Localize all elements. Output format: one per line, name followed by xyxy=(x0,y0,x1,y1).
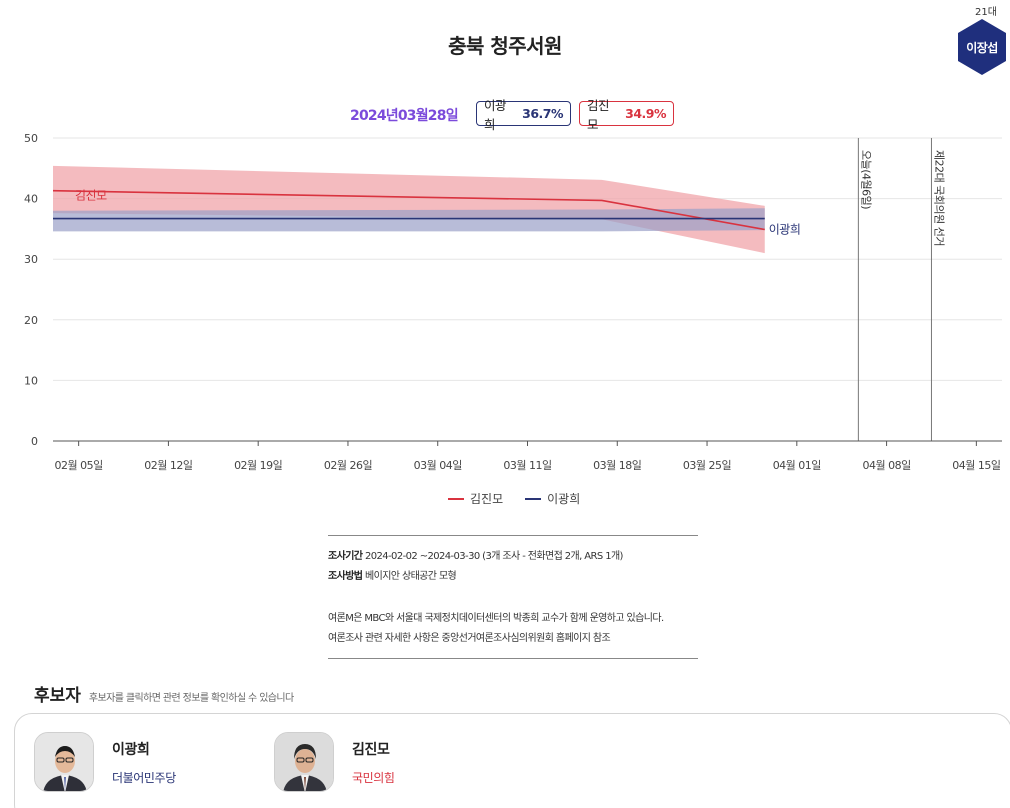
candidate-party-lee: 더불어민주당 xyxy=(112,770,176,785)
series-line-kim xyxy=(52,189,765,231)
candidate-photo-kim xyxy=(274,732,334,792)
survey-info: 조사기간 2024-02-02 ~2024-03-30 (3개 조사 - 전화면… xyxy=(328,535,698,659)
survey-note-1: 여론M은 MBC와 서울대 국제정치데이터센터의 박종희 교수가 함께 운영하고… xyxy=(328,613,664,624)
x-tick-label: 04월 08일 xyxy=(862,458,911,472)
legend-item-lee[interactable]: 이광희 xyxy=(525,490,580,507)
y-tick-label: 30 xyxy=(24,253,38,266)
kim-summary-pct: 34.9% xyxy=(625,106,666,121)
legend-item-kim[interactable]: 김진모 xyxy=(448,490,503,507)
confidence-band-kim xyxy=(53,165,765,254)
candidate-party-kim: 국민의힘 xyxy=(352,770,395,785)
candidate-info-kim: 김진모 국민의힘 xyxy=(352,739,395,786)
candidate-name-lee: 이광희 xyxy=(112,741,150,758)
today-annotation-label: 오늘(4월6일) xyxy=(859,150,873,209)
x-tick-label: 03월 11일 xyxy=(503,458,552,472)
candidate-photo-lee xyxy=(34,732,94,792)
page-title: 충북 청주서원 xyxy=(448,34,562,58)
y-tick-label: 10 xyxy=(24,374,38,387)
x-tick-label: 02월 12일 xyxy=(144,458,193,472)
confidence-band-lee xyxy=(53,208,765,232)
kim-summary-pill: 김진모 34.9% xyxy=(579,98,674,132)
x-tick-label: 04월 01일 xyxy=(773,458,822,472)
x-tick-label: 02월 19일 xyxy=(234,458,283,472)
survey-period-label: 조사기간 xyxy=(328,551,363,562)
series-label-kim: 김진모 xyxy=(75,189,107,203)
series-label-lee: 이광희 xyxy=(769,223,801,237)
y-tick-label: 20 xyxy=(24,314,38,327)
lee-summary-pill: 이광희 36.7% xyxy=(476,98,571,132)
poll-trend-chart[interactable]: 오늘(4월6일) 제22대 국회의원 선거 0 10 20 30 40 50 02월 05일 0… xyxy=(0,128,1010,480)
candidate-name-kim: 김진모 xyxy=(352,741,390,758)
y-tick-label: 40 xyxy=(24,193,38,206)
survey-period: 조사기간 2024-02-02 ~2024-03-30 (3개 조사 - 전화면… xyxy=(328,547,698,567)
legend-swatch-lee xyxy=(525,497,542,500)
x-tick-label: 03월 25일 xyxy=(683,458,732,472)
candidates-title: 후보자 xyxy=(34,686,81,706)
candidates-hint: 후보자를 클릭하면 관련 정보를 확인하실 수 있습니다 xyxy=(88,693,294,704)
x-tick-label: 04월 15일 xyxy=(952,458,1001,472)
candidates-panel: 이광희 더불어민주당 김진모 국민의힘 xyxy=(14,713,1010,808)
survey-method-value: 베이지안 상태공간 모형 xyxy=(365,571,457,582)
survey-note-2: 여론조사 관련 자세한 사항은 중앙선거여론조사심의위원회 홈페이지 참조 xyxy=(328,633,611,644)
poll-date: 2024년03월28일 xyxy=(350,108,459,124)
candidate-card-kim[interactable]: 김진모 국민의힘 xyxy=(274,732,395,792)
legend-label-kim: 김진모 xyxy=(470,492,504,506)
incumbent-badge[interactable]: 이장섭 xyxy=(958,19,1006,75)
lee-summary-pct: 36.7% xyxy=(522,106,563,121)
x-tick-label: 02월 26일 xyxy=(324,458,373,472)
x-tick-label: 02월 05일 xyxy=(55,458,104,472)
kim-summary-name: 김진모 xyxy=(587,97,610,132)
candidate-card-lee[interactable]: 이광희 더불어민주당 xyxy=(34,732,176,792)
legend-label-lee: 이광희 xyxy=(547,492,581,506)
survey-method-label: 조사방법 xyxy=(328,571,363,582)
y-tick-label: 0 xyxy=(31,435,38,448)
candidate-info-lee: 이광희 더불어민주당 xyxy=(112,739,176,786)
legend-swatch-kim xyxy=(448,497,464,500)
survey-period-value: 2024-02-02 ~2024-03-30 (3개 조사 - 전화면접 2개,… xyxy=(365,551,623,562)
lee-summary-name: 이광희 xyxy=(484,97,507,132)
survey-method: 조사방법 베이지안 상태공간 모형 xyxy=(328,567,698,587)
election-annotation-label: 제22대 국회의원 선거 xyxy=(932,150,945,246)
y-tick-label: 50 xyxy=(24,132,38,145)
incumbent-name: 이장섭 xyxy=(966,40,998,55)
chart-legend: 김진모 이광희 xyxy=(448,490,580,507)
incumbent-term: 21대 xyxy=(975,7,997,18)
x-tick-label: 03월 04일 xyxy=(414,458,463,472)
x-tick-label: 03월 18일 xyxy=(593,458,642,472)
candidates-header: 후보자 후보자를 클릭하면 관련 정보를 확인하실 수 있습니다 xyxy=(34,681,294,706)
